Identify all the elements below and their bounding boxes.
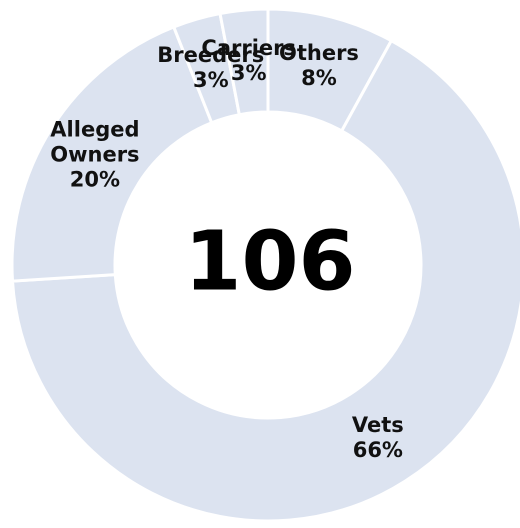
- value-label: 20%: [69, 167, 121, 192]
- slice-label: Breeders 3%: [151, 43, 271, 93]
- value-label: 3%: [230, 60, 267, 85]
- slice-label: Carriers 3%: [189, 36, 309, 86]
- category-label: Vets: [351, 413, 404, 438]
- donut-slice: [10, 38, 520, 523]
- category-label: Alleged Owners: [50, 117, 140, 167]
- center-total: 106: [184, 214, 356, 310]
- value-label: 8%: [301, 66, 337, 91]
- slice-label: Vets 66%: [318, 413, 438, 463]
- category-label: Carriers: [201, 35, 296, 60]
- slice-label: Alleged Owners 20%: [35, 118, 155, 193]
- value-label: 3%: [192, 68, 229, 93]
- category-label: Breeders: [157, 43, 265, 68]
- donut-slice: [218, 7, 270, 117]
- value-label: 66%: [352, 438, 403, 463]
- donut-slice: [10, 25, 214, 283]
- slice-label: Others 8%: [259, 41, 379, 91]
- category-label: Others: [278, 41, 359, 66]
